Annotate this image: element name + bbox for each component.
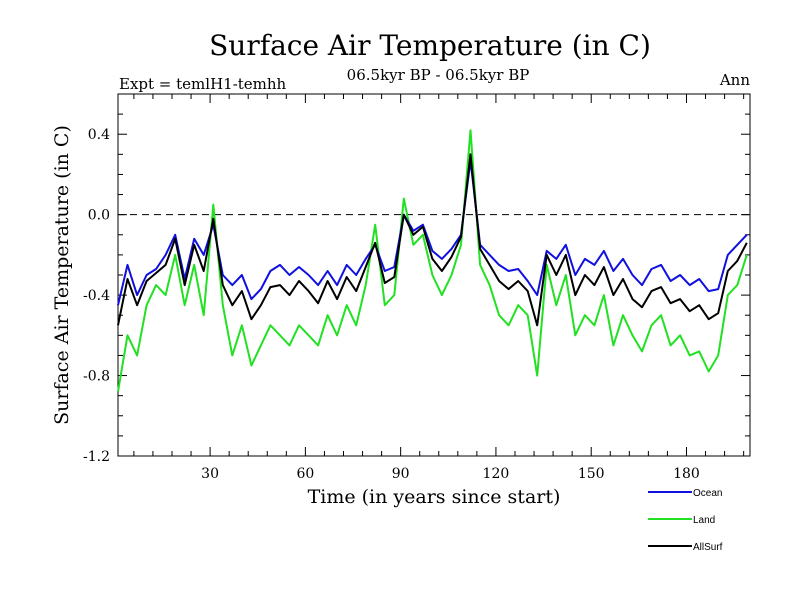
legend: Ocean Land AllSurf — [648, 488, 723, 553]
x-tick-label: 30 — [201, 466, 219, 482]
series-line-land — [117, 129, 748, 392]
legend-label-land: Land — [693, 515, 715, 526]
series-line-allsurf — [117, 153, 748, 327]
legend-label-allsurf: AllSurf — [693, 542, 723, 553]
y-tick-label: -0.4 — [83, 288, 110, 304]
y-tick-label: 0.0 — [88, 208, 110, 224]
x-axis-label: Time (in years since start) — [308, 486, 561, 508]
x-tick-label: 120 — [483, 466, 510, 482]
plot-area: -1.2 -0.8 -0.4 0.0 0.4 30 60 90 120 150 180 — [83, 93, 751, 482]
y-tick-label: 0.4 — [88, 127, 110, 143]
x-tick-label: 90 — [392, 466, 410, 482]
subtitle-center: 06.5kyr BP - 06.5kyr BP — [347, 66, 530, 84]
x-tick-label: 150 — [578, 466, 605, 482]
plot-frame — [117, 93, 751, 457]
y-tick-label: -1.2 — [83, 449, 110, 465]
x-tick-label: 180 — [673, 466, 700, 482]
legend-label-ocean: Ocean — [693, 488, 722, 499]
subtitle-right: Ann — [719, 71, 750, 89]
chart-title: Surface Air Temperature (in C) — [209, 29, 651, 62]
subtitle-left: Expt = temlH1-temhh — [119, 75, 287, 93]
series-line-ocean — [117, 159, 748, 306]
axis-ticks: -1.2 -0.8 -0.4 0.0 0.4 30 60 90 120 150 180 — [83, 93, 750, 482]
x-tick-label: 60 — [296, 466, 314, 482]
y-axis-label: Surface Air Temperature (in C) — [51, 125, 73, 425]
series-lines — [117, 129, 748, 392]
y-tick-label: -0.8 — [83, 369, 110, 385]
